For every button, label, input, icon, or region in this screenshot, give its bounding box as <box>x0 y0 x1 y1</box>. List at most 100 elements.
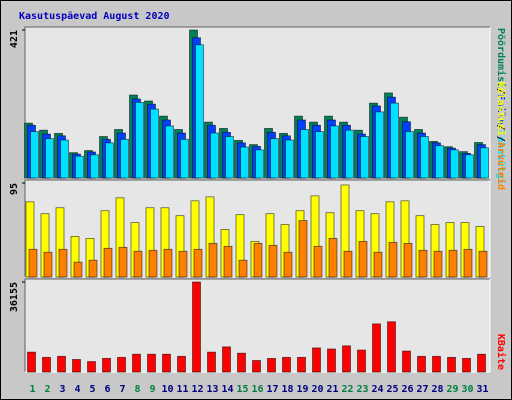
bar <box>387 321 396 373</box>
bar <box>133 250 143 278</box>
bar <box>193 248 203 278</box>
x-tick-label: 28 <box>431 384 443 395</box>
bar <box>463 248 473 278</box>
x-tick-label: 21 <box>326 384 338 395</box>
bar <box>282 356 291 373</box>
x-tick-label: 25 <box>386 384 398 395</box>
bar <box>285 139 294 179</box>
bar <box>432 355 441 373</box>
bar <box>240 146 249 179</box>
bar <box>417 355 426 373</box>
bar <box>465 154 474 179</box>
bar <box>390 102 399 179</box>
y-tick-label: 421 <box>9 30 20 48</box>
bar <box>210 132 219 179</box>
bar <box>447 356 456 373</box>
x-tick-label: 4 <box>74 384 80 395</box>
panel <box>25 279 490 372</box>
bar <box>178 250 188 278</box>
bar <box>150 108 159 179</box>
x-tick-label: 14 <box>221 384 233 395</box>
bar <box>313 245 323 278</box>
bar <box>298 220 308 278</box>
bar <box>477 353 486 373</box>
bar <box>252 360 261 373</box>
x-tick-label: 19 <box>296 384 308 395</box>
legend: Pöördumisi/Faile/Lehekülgi <box>495 28 507 185</box>
bar <box>58 248 68 278</box>
bar <box>300 129 309 179</box>
x-tick-label: 16 <box>251 384 263 395</box>
bar <box>237 352 246 373</box>
bar <box>192 281 201 373</box>
bar <box>225 136 234 179</box>
panel-bevel-dark <box>24 278 490 372</box>
bar <box>330 125 339 179</box>
x-tick-label: 8 <box>134 384 140 395</box>
x-tick-label: 13 <box>206 384 218 395</box>
bar <box>480 147 489 179</box>
bar <box>312 347 321 373</box>
bar <box>328 238 338 278</box>
bar <box>372 323 381 373</box>
bar <box>358 240 368 278</box>
chart-title: Kasutuspäevad August 2020 <box>19 11 170 22</box>
bar <box>88 259 98 278</box>
bar <box>102 357 111 373</box>
x-tick-label: 17 <box>266 384 278 395</box>
bar <box>405 131 414 179</box>
bar <box>268 244 278 278</box>
bar <box>117 356 126 373</box>
bar <box>30 131 39 179</box>
legend-entry: Arvuteid <box>495 142 507 190</box>
x-tick-label: 7 <box>119 384 125 395</box>
x-tick-label: 22 <box>341 384 353 395</box>
bar <box>418 249 428 278</box>
bar <box>270 138 279 179</box>
bar <box>43 251 53 278</box>
bar <box>283 251 293 278</box>
bar <box>87 361 96 373</box>
bar <box>388 241 398 278</box>
bar <box>297 356 306 373</box>
bar <box>222 346 231 373</box>
bar <box>147 353 156 373</box>
bar <box>375 111 384 179</box>
legend-entry: Külastusi <box>495 82 507 136</box>
bar <box>90 154 99 179</box>
bar <box>420 136 429 179</box>
bar <box>478 250 488 278</box>
bar <box>45 138 54 179</box>
legend: Külastusi/ Arvuteid <box>495 82 507 190</box>
legend-entry: KBaite <box>495 334 507 370</box>
x-tick-label: 20 <box>311 384 323 395</box>
bar <box>73 261 83 278</box>
x-tick-label: 10 <box>161 384 173 395</box>
x-tick-label: 9 <box>149 384 155 395</box>
bar <box>448 249 458 278</box>
x-tick-label: 29 <box>446 384 458 395</box>
bar <box>403 242 413 278</box>
bar <box>342 345 351 373</box>
x-tick-label: 30 <box>461 384 473 395</box>
x-tick-label: 3 <box>59 384 65 395</box>
x-tick-label: 1 <box>29 384 35 395</box>
x-tick-label: 12 <box>191 384 203 395</box>
x-tick-label: 24 <box>371 384 383 395</box>
legend-entry: Faile <box>495 94 507 124</box>
x-tick-label: 18 <box>281 384 293 395</box>
bar <box>177 355 186 373</box>
x-tick-label: 6 <box>104 384 110 395</box>
bar <box>255 149 264 179</box>
bar <box>163 248 173 278</box>
bar <box>165 125 174 179</box>
bar <box>118 246 128 278</box>
bar <box>223 245 233 278</box>
legend: KBaite <box>495 334 507 370</box>
bar <box>238 259 248 278</box>
bar <box>207 351 216 373</box>
bar <box>42 356 51 373</box>
legend-separator: / <box>495 124 506 130</box>
bar <box>462 357 471 373</box>
